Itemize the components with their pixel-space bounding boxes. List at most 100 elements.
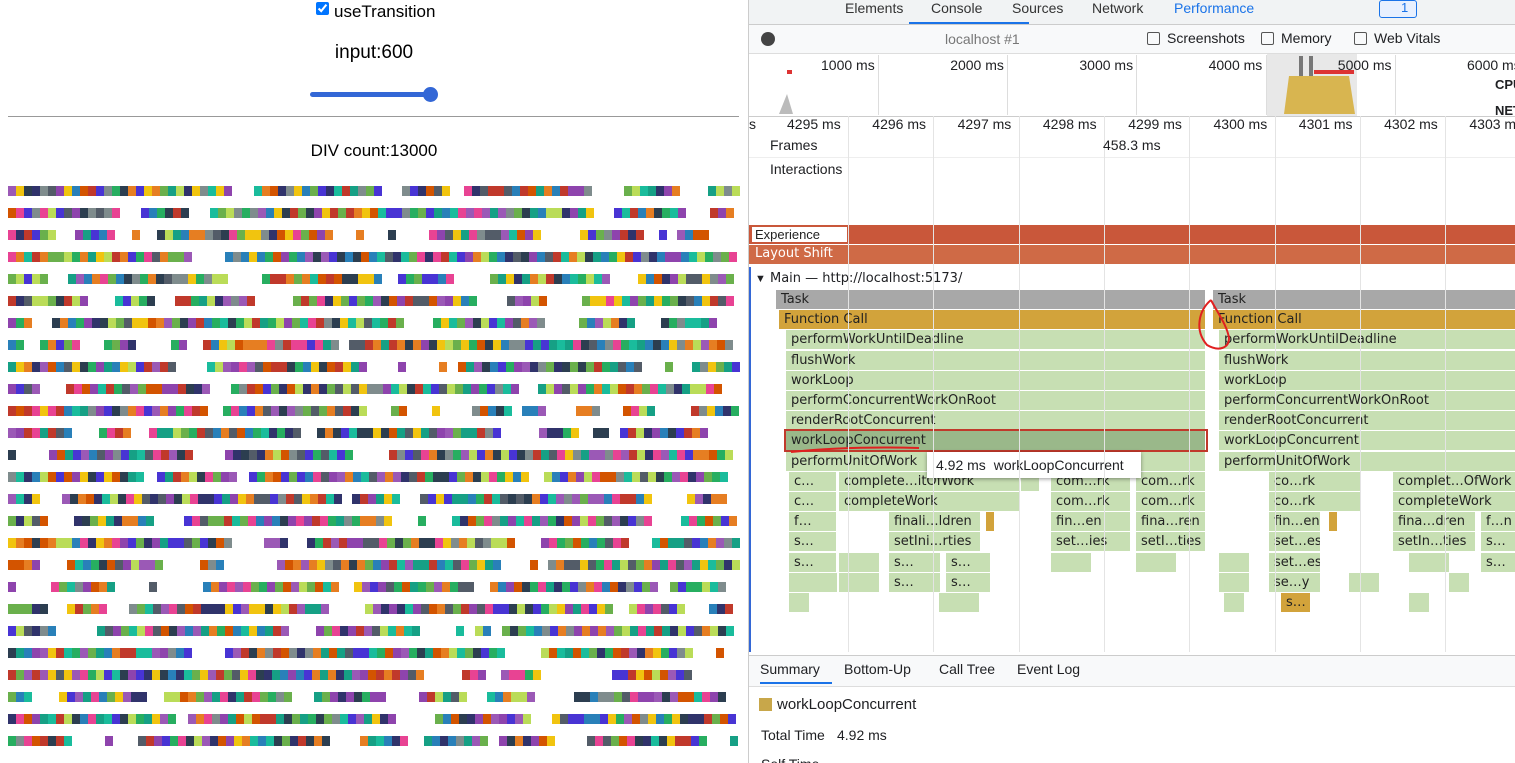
color-cell	[280, 516, 288, 526]
color-cell	[147, 560, 155, 570]
flame-entry[interactable]: workLoopConcurrent	[784, 429, 1208, 453]
color-cell	[104, 362, 112, 372]
flame-entry[interactable]: workLoop	[786, 370, 1206, 390]
overview-tick-label: 2000 ms	[950, 57, 1004, 73]
checkbox-label[interactable]: Screenshots	[1167, 30, 1245, 46]
color-cell	[396, 626, 404, 636]
flame-entry[interactable]: com…rk	[1051, 492, 1131, 511]
flame-entry[interactable]: s…	[889, 552, 941, 572]
flame-entry[interactable]: s…	[789, 532, 837, 552]
flame-entry[interactable]: completeWork	[1393, 492, 1515, 511]
flame-entry[interactable]: set…es	[1269, 552, 1321, 572]
slider-thumb[interactable]	[423, 87, 438, 102]
flame-entry[interactable]: c…	[789, 471, 837, 491]
flame-entry[interactable]: flushWork	[786, 350, 1206, 370]
color-cell	[290, 736, 298, 746]
color-cell	[136, 648, 144, 658]
flame-entry[interactable]: Task	[776, 290, 1206, 309]
flame-entry[interactable]: s…	[1481, 532, 1515, 552]
flame-entry[interactable]: fin…en	[1269, 512, 1321, 532]
color-cell	[32, 604, 40, 614]
color-cell	[405, 428, 413, 438]
checkbox-label[interactable]: Memory	[1281, 30, 1332, 46]
color-cell	[473, 318, 481, 328]
target-select-label[interactable]: localhost #1	[945, 31, 1020, 47]
color-cell	[333, 296, 341, 306]
bottom-tab[interactable]: Summary	[760, 661, 820, 677]
flame-entry[interactable]: se…y	[1269, 572, 1321, 592]
flame-entry[interactable]: fina…ren	[1136, 512, 1206, 532]
flame-entry[interactable]: performWorkUntilDeadline	[786, 330, 1206, 350]
color-cell	[542, 626, 550, 636]
flame-entry[interactable]: finali…ldren	[889, 512, 981, 532]
bottom-tab[interactable]: Call Tree	[939, 661, 996, 677]
flame-entry[interactable]: completeWork	[839, 492, 1021, 511]
flame-entry[interactable]: workLoop	[1219, 370, 1515, 390]
flame-entry[interactable]: com…rk	[1136, 471, 1206, 491]
color-cell	[249, 472, 257, 482]
flame-entry[interactable]: complet…OfWork	[1393, 471, 1515, 491]
checkbox[interactable]	[1354, 32, 1367, 45]
flame-entry[interactable]: set…ies	[1051, 532, 1131, 552]
bottom-tab[interactable]: Bottom-Up	[844, 661, 911, 677]
devtools-tab[interactable]: Performance	[1174, 0, 1255, 16]
flame-entry[interactable]: performUnitOfWork	[1219, 451, 1515, 471]
devtools-tab[interactable]: Console	[931, 0, 983, 16]
color-cell	[581, 340, 589, 350]
record-button[interactable]	[761, 32, 775, 46]
expand-arrow[interactable]: ▼	[755, 273, 766, 285]
color-cell	[96, 186, 104, 196]
flame-entry[interactable]: performWorkUntilDeadline	[1219, 330, 1515, 350]
flame-entry[interactable]: setIn…ties	[1393, 532, 1476, 552]
overview-label: NET	[1495, 103, 1515, 118]
flame-entry[interactable]: Task	[1213, 290, 1515, 309]
flame-entry[interactable]: s…	[946, 552, 991, 572]
devtools-tab[interactable]: Elements	[845, 0, 904, 16]
color-cell	[88, 406, 96, 416]
color-cell	[8, 186, 16, 196]
flame-entry[interactable]: flushWork	[1219, 350, 1515, 370]
color-cell	[546, 274, 554, 284]
color-cell	[96, 538, 104, 548]
flame-entry[interactable]: Function Call	[779, 310, 1206, 330]
flame-entry[interactable]: renderRootConcurrent	[1219, 411, 1515, 431]
color-cell	[503, 692, 511, 702]
checkbox[interactable]	[316, 2, 329, 15]
flame-entry[interactable]: fina…dren	[1393, 512, 1476, 532]
color-cell	[539, 296, 547, 306]
flame-entry[interactable]: f…	[789, 512, 837, 532]
color-cell	[139, 560, 147, 570]
color-cell	[268, 692, 276, 702]
bottom-tab[interactable]: Event Log	[1017, 661, 1081, 677]
checkbox[interactable]	[1261, 32, 1274, 45]
slider[interactable]	[310, 92, 436, 97]
flame-entry[interactable]: co…rk	[1269, 492, 1361, 511]
color-cell	[445, 296, 453, 306]
color-cell	[323, 538, 331, 548]
flame-entry[interactable]: performConcurrentWorkOnRoot	[786, 391, 1206, 410]
flame-entry[interactable]: com…rk	[1136, 492, 1206, 511]
flame-entry[interactable]: s…	[1281, 593, 1311, 612]
checkbox-label[interactable]: Web Vitals	[1374, 30, 1441, 46]
flame-entry[interactable]: setIni…rties	[889, 532, 981, 552]
flame-entry[interactable]: s…	[946, 572, 991, 592]
issues-badge[interactable]: 1	[1401, 0, 1409, 15]
color-cell	[72, 670, 80, 680]
flame-entry[interactable]: c…	[789, 492, 837, 511]
flame-entry[interactable]: s…	[789, 552, 837, 572]
flame-entry[interactable]: co…rk	[1269, 471, 1361, 491]
devtools-tab[interactable]: Network	[1092, 0, 1144, 16]
flame-entry[interactable]: renderRootConcurrent	[786, 411, 1206, 431]
checkbox[interactable]	[1147, 32, 1160, 45]
issues-badge-box[interactable]	[1379, 0, 1417, 18]
flame-entry[interactable]: s…	[1481, 552, 1515, 572]
flame-entry[interactable]: s…	[889, 572, 941, 592]
flame-entry[interactable]: Function Call	[1213, 310, 1515, 330]
color-cell	[396, 318, 404, 328]
devtools-tab[interactable]: Sources	[1012, 0, 1064, 16]
flame-entry[interactable]: setI…ties	[1136, 532, 1206, 552]
flame-entry[interactable]: f…n	[1481, 512, 1515, 532]
flame-entry[interactable]: workLoopConcurrent	[1219, 431, 1515, 451]
flame-entry[interactable]: fin…en	[1051, 512, 1131, 532]
flame-entry[interactable]: set…es	[1269, 532, 1321, 552]
